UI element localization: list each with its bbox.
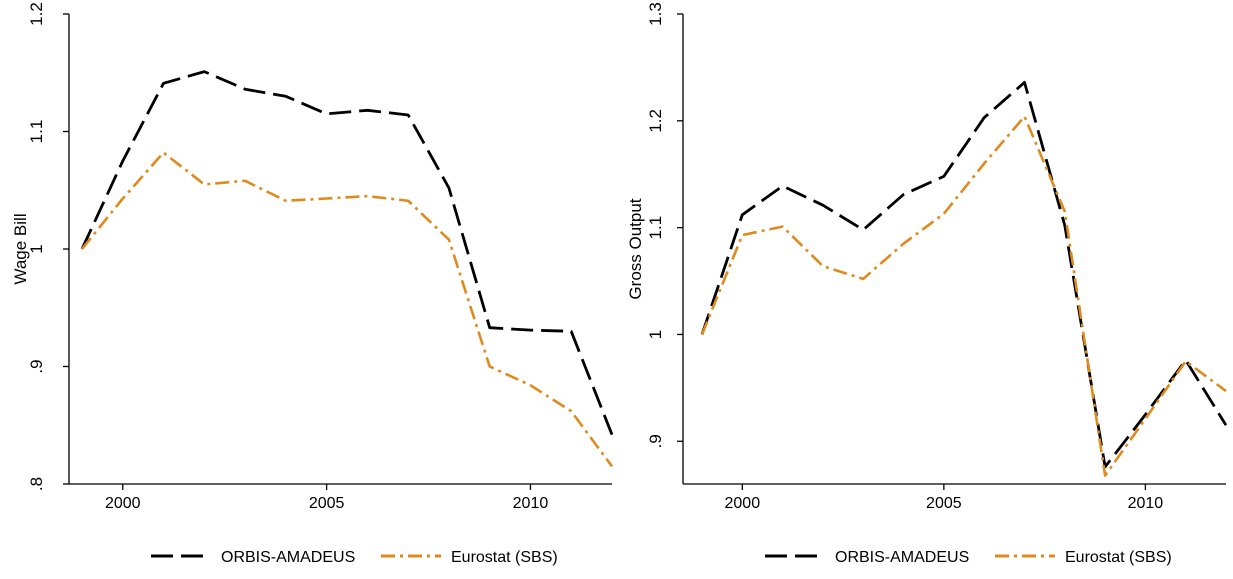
x-tick-label: 2010 bbox=[513, 495, 549, 512]
legend-label: Eurostat (SBS) bbox=[1065, 549, 1172, 566]
x-tick-label: 2005 bbox=[309, 495, 345, 512]
y-axis-label: Gross Output bbox=[626, 198, 645, 299]
y-axis-label: Wage Bill bbox=[11, 213, 30, 284]
y-tick-label: 1.2 bbox=[646, 109, 665, 133]
y-tick-label: .9 bbox=[646, 434, 665, 448]
eurostat-sbs-series-line bbox=[700, 115, 1227, 477]
y-tick-label: .9 bbox=[27, 359, 46, 373]
orbis-amadeus-series-line bbox=[700, 81, 1228, 469]
y-tick-label: 1.1 bbox=[646, 216, 665, 240]
legend-label: ORBIS-AMADEUS bbox=[835, 549, 969, 566]
legend-label: Eurostat (SBS) bbox=[451, 549, 558, 566]
wage-bill-chart: .8 .9 1 1.1 1.2 2000 2005 2010 Wage Bill ORBIS-AM… bbox=[11, 2, 614, 566]
eurostat-sbs-series-line bbox=[80, 151, 614, 468]
y-tick-label: 1.1 bbox=[27, 120, 46, 144]
y-tick-label: 1 bbox=[27, 244, 46, 253]
orbis-amadeus-series-line bbox=[80, 70, 614, 436]
y-tick-label: 1.2 bbox=[27, 2, 46, 26]
x-tick-label: 2010 bbox=[1128, 495, 1164, 512]
y-tick-label: 1.3 bbox=[646, 2, 665, 26]
x-tick-label: 2005 bbox=[926, 495, 962, 512]
y-tick-label: .8 bbox=[27, 477, 46, 491]
x-tick-label: 2000 bbox=[105, 495, 141, 512]
legend-label: ORBIS-AMADEUS bbox=[221, 549, 355, 566]
gross-output-chart: .9 1 1.1 1.2 1.3 2000 2005 2010 Gross Output ORBI… bbox=[626, 2, 1228, 566]
y-tick-label: 1 bbox=[646, 330, 665, 339]
x-tick-label: 2000 bbox=[725, 495, 761, 512]
